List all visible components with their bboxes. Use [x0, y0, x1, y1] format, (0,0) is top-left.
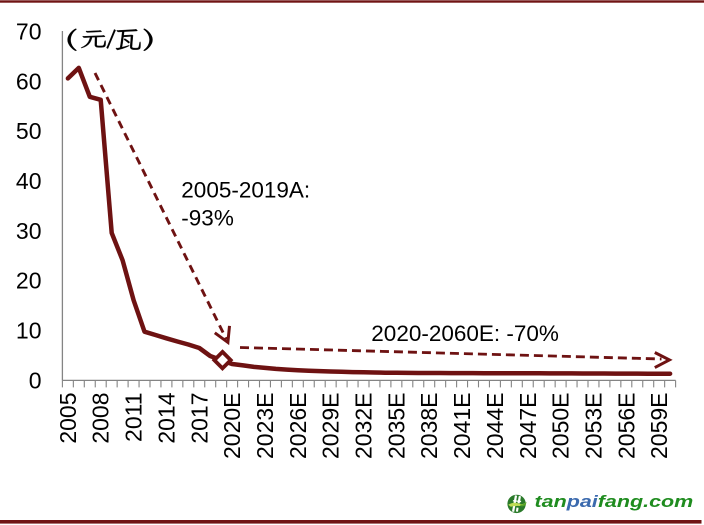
svg-text:2017: 2017: [186, 393, 212, 444]
svg-text:2014: 2014: [153, 392, 179, 443]
svg-text:2050E: 2050E: [548, 393, 574, 460]
svg-text:2029E: 2029E: [318, 393, 344, 460]
svg-text:40: 40: [16, 168, 42, 194]
svg-text:10: 10: [16, 318, 42, 344]
svg-text:2026E: 2026E: [285, 393, 311, 460]
svg-text:2005-2019A:: 2005-2019A:: [181, 178, 310, 203]
svg-text:60: 60: [16, 68, 42, 94]
svg-text:70: 70: [16, 19, 42, 45]
svg-text:-93%: -93%: [181, 206, 234, 231]
svg-text:2020E: 2020E: [219, 393, 245, 460]
svg-text:30: 30: [16, 218, 42, 244]
svg-text:2041E: 2041E: [449, 393, 475, 460]
svg-text:2059E: 2059E: [646, 393, 672, 460]
svg-text:50: 50: [16, 118, 42, 144]
svg-text:0: 0: [29, 367, 42, 393]
svg-text:2035E: 2035E: [383, 393, 409, 460]
svg-text:2005: 2005: [55, 393, 81, 444]
svg-text:2038E: 2038E: [416, 393, 442, 460]
svg-text:tanpaifang.com: tanpaifang.com: [535, 494, 694, 512]
svg-text:2047E: 2047E: [515, 393, 541, 460]
svg-text:2008: 2008: [88, 393, 114, 444]
svg-text:2053E: 2053E: [581, 393, 607, 460]
svg-text:20: 20: [16, 268, 42, 294]
svg-text:2032E: 2032E: [351, 393, 377, 460]
svg-text:2023E: 2023E: [252, 393, 278, 460]
svg-text:2020-2060E: -70%: 2020-2060E: -70%: [371, 321, 559, 346]
svg-text:2011: 2011: [121, 393, 147, 442]
svg-text:2044E: 2044E: [482, 393, 508, 460]
svg-text:2056E: 2056E: [613, 393, 639, 460]
